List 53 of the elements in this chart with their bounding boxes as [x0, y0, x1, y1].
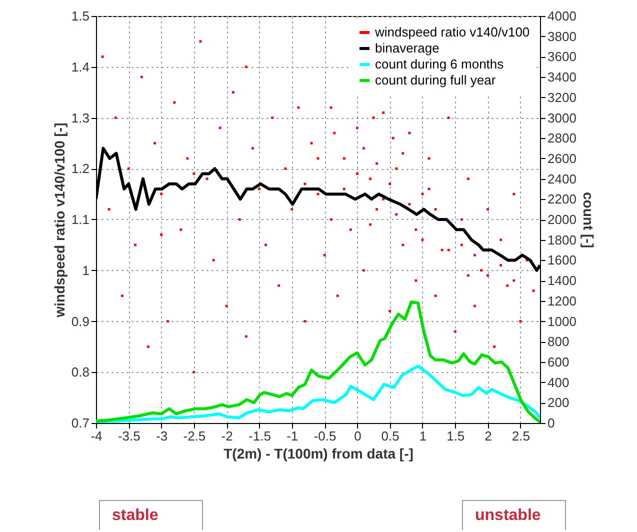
legend-label: count during full year — [375, 72, 496, 88]
y-tick-label: 1.4 — [71, 59, 90, 74]
y2-tick-label: 3200 — [548, 90, 576, 105]
y2-tick-label: 0 — [548, 416, 555, 430]
y2-tick-label: 2400 — [548, 171, 576, 186]
y2-tick-label: 1600 — [548, 252, 576, 268]
x-axis-title: T(2m) - T(100m) from data [-] — [224, 446, 414, 462]
y-tick-label: 0.9 — [71, 314, 90, 329]
x-tick-label: 0.5 — [381, 428, 400, 444]
y-tick-label: 1.5 — [71, 8, 90, 24]
x-tick-label: -3 — [156, 428, 168, 444]
y2-tick-label: 3800 — [548, 28, 576, 44]
x-tick-label: 2 — [484, 428, 492, 444]
y2-axis-title: count [-] — [580, 192, 596, 248]
text: stable — [99, 500, 203, 530]
legend-label: windspeed ratio v140/v100 — [374, 24, 530, 40]
y-tick-label: 0.7 — [71, 416, 90, 430]
y2-tick-label: 800 — [548, 334, 570, 350]
y-tick-label: 1 — [82, 262, 90, 278]
y2-tick-label: 400 — [548, 374, 570, 390]
x-tick-label: -1.5 — [248, 428, 271, 444]
y-tick-label: 1.3 — [71, 110, 90, 126]
x-tick-label: 0 — [354, 428, 362, 444]
y2-tick-label: 2200 — [548, 192, 576, 207]
legend-label: binaverage — [375, 40, 440, 56]
x-tick-label: -0.5 — [314, 428, 336, 444]
y2-tick-label: 3600 — [548, 49, 576, 64]
x-tick-label: -3.5 — [118, 428, 140, 444]
text: unstable — [462, 500, 566, 530]
y2-tick-label: 1800 — [548, 232, 576, 248]
y-tick-label: 1.1 — [71, 212, 90, 227]
y2-tick-label: 1000 — [548, 314, 576, 329]
y2-tick-label: 600 — [548, 354, 570, 370]
y2-tick-label: 2800 — [548, 130, 576, 146]
y2-tick-label: 2000 — [548, 212, 576, 227]
x-tick-label: -2 — [221, 428, 233, 444]
y-tick-label: 0.8 — [71, 364, 90, 380]
x-tick-label: -2.5 — [183, 428, 206, 444]
x-tick-label: 1.5 — [446, 428, 465, 444]
y2-tick-label: 1400 — [548, 273, 576, 288]
x-tick-label: 2.5 — [512, 428, 530, 444]
legend-label: count during 6 months — [375, 56, 504, 72]
x-tick-label: -4 — [90, 428, 102, 444]
y-tick-label: 1.2 — [71, 161, 90, 176]
y2-tick-label: 3000 — [548, 110, 576, 126]
y-axis-title: windspeed ratio v140/v100 [-] — [51, 122, 68, 318]
y2-tick-label: 1200 — [548, 293, 576, 308]
y2-tick-label: 2600 — [548, 150, 576, 166]
y2-tick-label: 4000 — [548, 8, 576, 24]
y2-tick-label: 200 — [548, 395, 570, 410]
x-tick-label: -1 — [286, 428, 298, 444]
x-tick-label: 1 — [419, 428, 427, 444]
y2-tick-label: 3400 — [548, 70, 576, 85]
